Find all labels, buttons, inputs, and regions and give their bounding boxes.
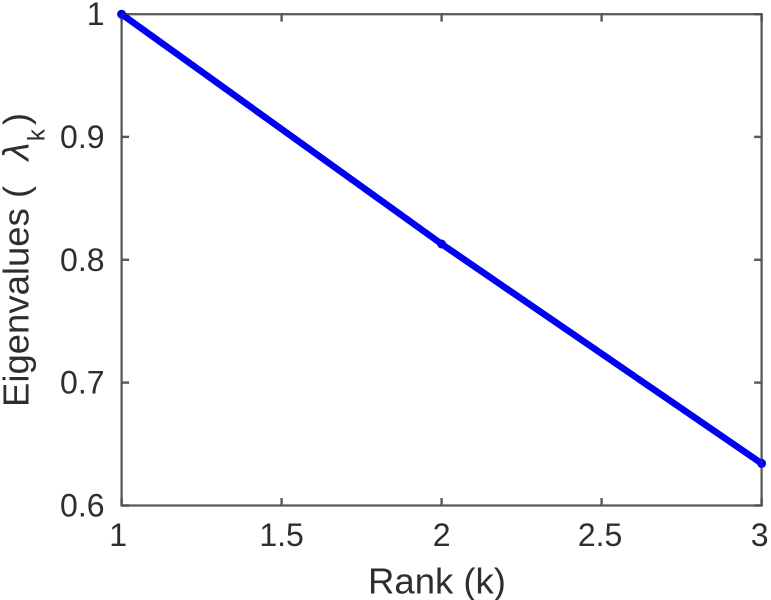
svg-text:0.9: 0.9 [60,119,104,155]
svg-text:0.6: 0.6 [60,488,104,524]
svg-text:0.8: 0.8 [60,242,104,278]
svg-text:1.5: 1.5 [259,517,303,553]
svg-text:0.7: 0.7 [60,365,104,401]
svg-text:2: 2 [433,517,451,553]
svg-text:2.5: 2.5 [578,517,622,553]
svg-text:1: 1 [87,0,105,32]
svg-text:Eigenvalues ( λk): Eigenvalues ( λk) [0,113,51,407]
svg-text:3: 3 [751,517,769,553]
svg-text:Rank (k): Rank (k) [368,561,506,600]
svg-text:1: 1 [109,517,127,553]
